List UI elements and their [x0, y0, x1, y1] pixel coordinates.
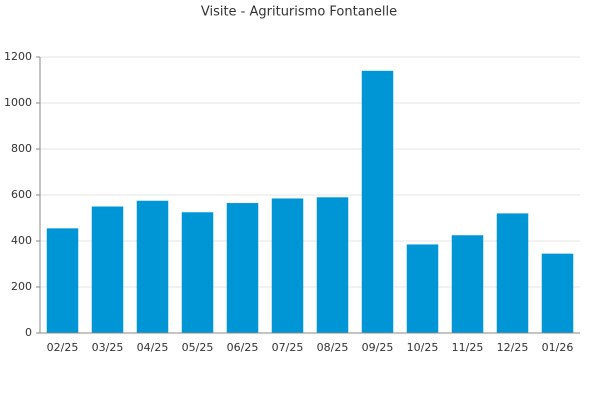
- bar: [46, 228, 79, 333]
- x-tick-label: 03/25: [92, 341, 124, 354]
- x-tick-label: 10/25: [407, 341, 439, 354]
- bar: [181, 212, 214, 333]
- y-tick-label: 200: [11, 280, 32, 293]
- y-tick-label: 600: [11, 188, 32, 201]
- y-tick-label: 400: [11, 234, 32, 247]
- x-tick-label: 11/25: [452, 341, 484, 354]
- x-tick-label: 12/25: [497, 341, 529, 354]
- x-tick-label: 07/25: [272, 341, 304, 354]
- x-tick-label: 02/25: [47, 341, 79, 354]
- bar: [406, 244, 439, 333]
- bar: [226, 203, 259, 333]
- y-tick-label: 1000: [4, 96, 32, 109]
- x-tick-label: 04/25: [137, 341, 169, 354]
- bar: [316, 197, 349, 333]
- bar: [361, 70, 394, 334]
- bar: [91, 206, 124, 333]
- x-tick-label: 09/25: [362, 341, 394, 354]
- x-tick-label: 08/25: [317, 341, 349, 354]
- x-tick-label: 06/25: [227, 341, 259, 354]
- bar: [496, 213, 529, 333]
- chart-title: Visite - Agriturismo Fontanelle: [201, 5, 397, 20]
- y-tick-label: 1200: [4, 50, 32, 63]
- y-tick-label: 800: [11, 142, 32, 155]
- y-tick-label: 0: [25, 326, 32, 339]
- x-tick-label: 05/25: [182, 341, 214, 354]
- bar: [136, 200, 169, 333]
- x-tick-label: 01/26: [542, 341, 574, 354]
- bar: [451, 235, 484, 333]
- bar: [541, 253, 574, 333]
- bar: [271, 198, 304, 333]
